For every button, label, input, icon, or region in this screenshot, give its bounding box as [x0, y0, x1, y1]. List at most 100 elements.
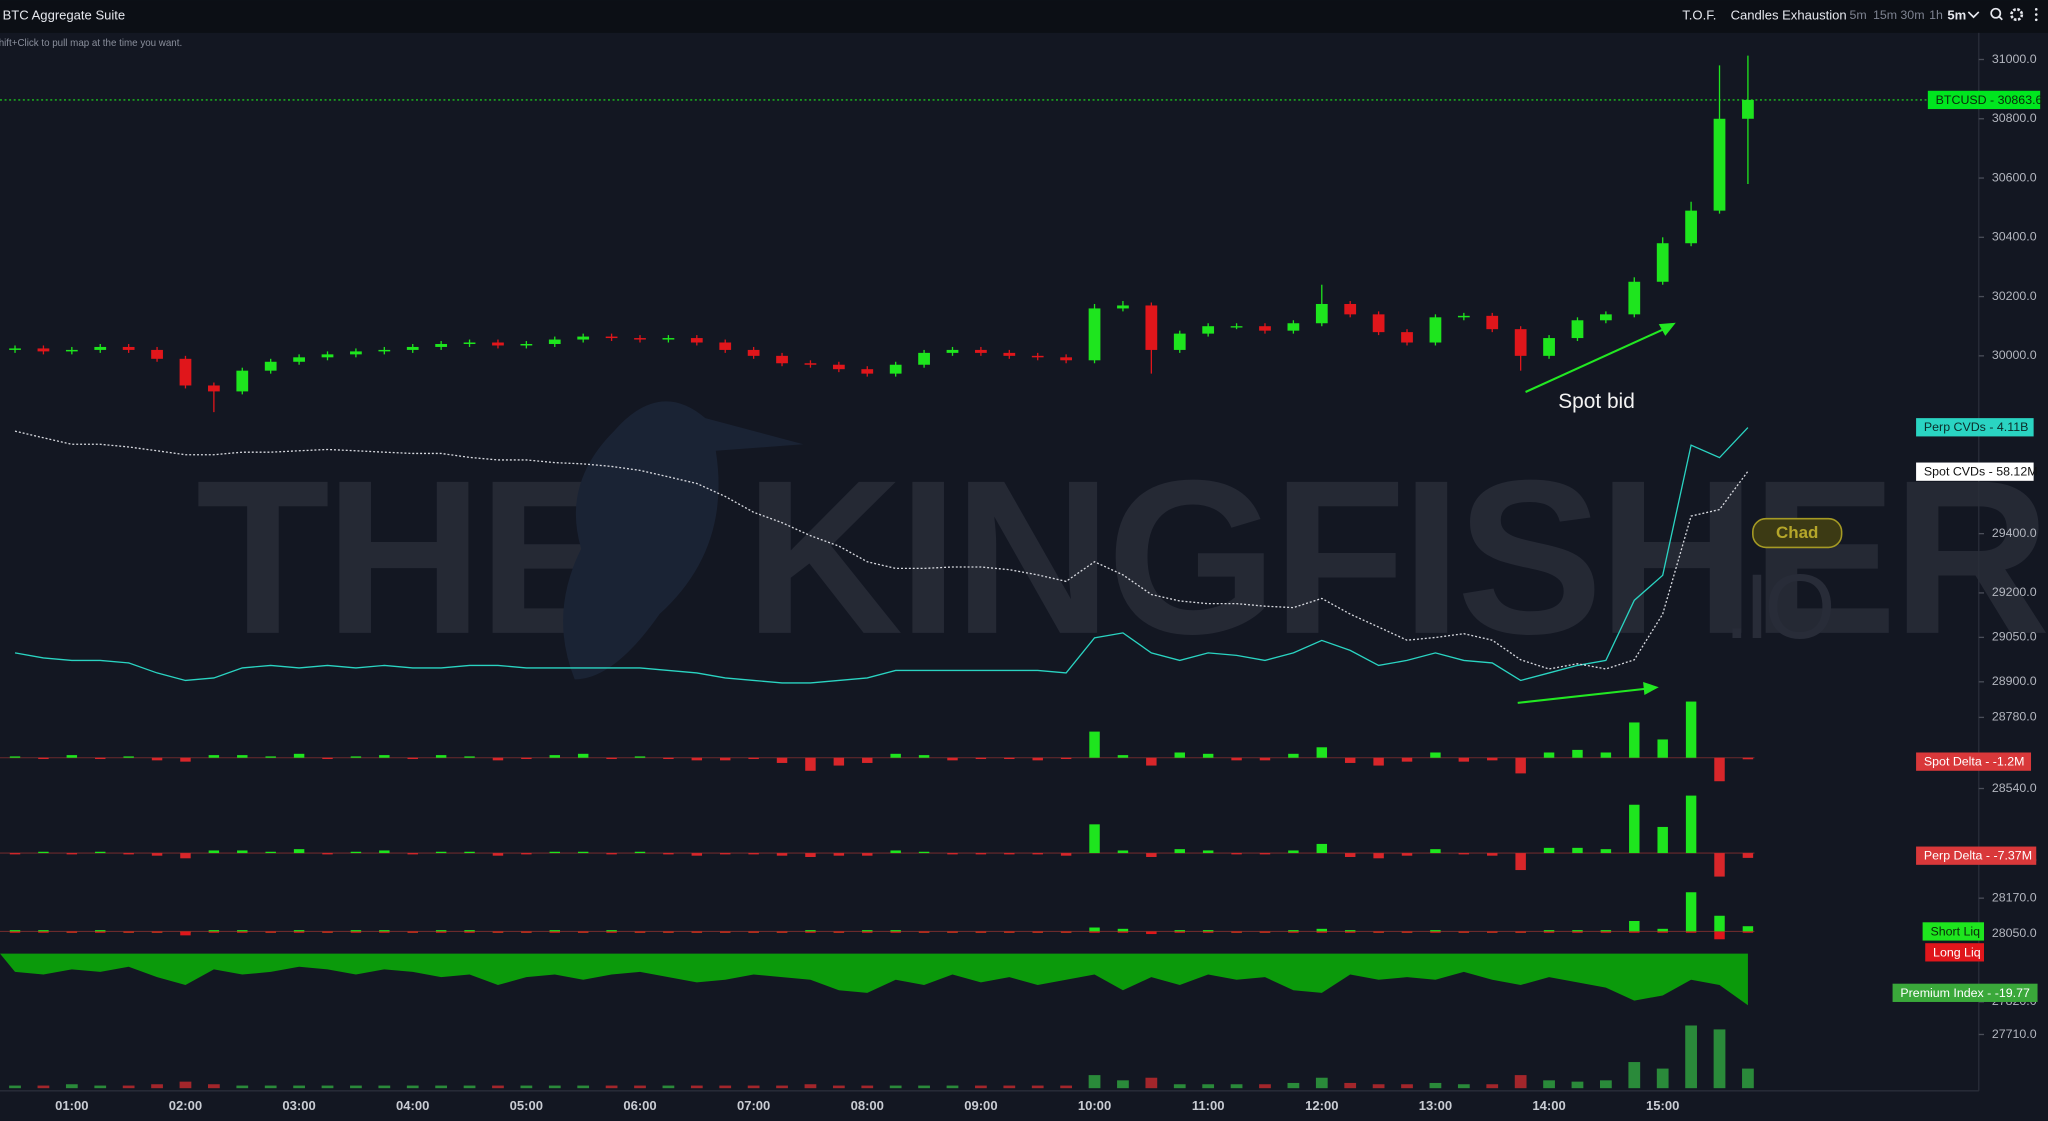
- bar: [805, 853, 816, 857]
- chad-button[interactable]: [1752, 517, 1843, 549]
- bar: [1600, 930, 1612, 932]
- volume-bar: [65, 1084, 78, 1089]
- candle-body: [435, 343, 448, 347]
- candle-body: [1656, 243, 1669, 282]
- candle-body: [94, 346, 107, 350]
- y-tick-label: 27710.0: [1992, 1027, 2037, 1041]
- interval[interactable]: 5m: [1849, 8, 1866, 22]
- menu-icon[interactable]: [2034, 8, 2038, 22]
- bar: [521, 931, 532, 933]
- bar: [38, 757, 49, 760]
- candle-body: [122, 346, 135, 350]
- bar: [1174, 930, 1185, 932]
- bar: [1487, 853, 1498, 856]
- annotation-arrow-head: [1643, 681, 1659, 696]
- bar: [1629, 804, 1640, 854]
- watermark-text: KINGFISHER: [744, 435, 2046, 680]
- bar: [407, 757, 418, 760]
- volume-bar: [946, 1085, 959, 1089]
- bar: [9, 930, 21, 932]
- bar: [492, 757, 504, 761]
- bar: [1259, 757, 1271, 761]
- bar: [435, 930, 447, 932]
- bar: [975, 853, 987, 855]
- interval[interactable]: 1h: [1929, 8, 1943, 22]
- candle-body: [1457, 315, 1470, 318]
- settings-icon[interactable]: [2010, 8, 2024, 22]
- bar: [38, 930, 49, 932]
- value-tag: [1927, 90, 2041, 110]
- bar: [1685, 931, 1697, 933]
- bar: [407, 853, 418, 855]
- candle-body: [1259, 326, 1271, 331]
- volume-bar: [293, 1085, 305, 1089]
- value-tag: [1925, 943, 1984, 962]
- bar: [1316, 747, 1328, 758]
- bar: [805, 757, 816, 771]
- volume-bar: [1117, 1080, 1129, 1089]
- bar: [123, 756, 134, 758]
- watermark-text: THE: [196, 435, 619, 680]
- bar: [1146, 853, 1157, 857]
- candle-body: [463, 342, 476, 344]
- candle-body: [1088, 308, 1101, 361]
- x-tick-label: 06:00: [623, 1098, 656, 1113]
- bar: [379, 755, 390, 758]
- y-tick-label: 31000.0: [1992, 52, 2037, 66]
- bar: [322, 853, 333, 855]
- volume-bar: [662, 1085, 675, 1089]
- search-icon[interactable]: [1990, 7, 2002, 19]
- y-tick-label: 30800.0: [1992, 111, 2037, 125]
- bar: [521, 757, 532, 760]
- bar: [1515, 931, 1526, 933]
- value-tag: [1916, 752, 2032, 771]
- x-tick-label: 03:00: [282, 1098, 315, 1113]
- x-tick-label: 12:00: [1305, 1098, 1338, 1113]
- volume-bar: [435, 1085, 448, 1089]
- bar: [606, 931, 617, 933]
- volume-bar: [208, 1084, 220, 1089]
- y-tick-label: 30400.0: [1992, 230, 2037, 244]
- value-tag-label: Long Liq: [1933, 945, 1981, 959]
- bar: [492, 853, 504, 856]
- bar: [1146, 931, 1157, 935]
- bar: [1742, 926, 1754, 932]
- bar: [1401, 931, 1413, 933]
- toolbar-item[interactable]: Candles Exhaustion: [1731, 7, 1847, 22]
- interval-select[interactable]: 5m: [1947, 7, 1966, 22]
- volume-bar: [690, 1085, 703, 1089]
- toolbar: [0, 0, 2048, 33]
- volume-bar: [1543, 1080, 1555, 1089]
- bar: [663, 931, 674, 933]
- interval[interactable]: 30m: [1900, 8, 1924, 22]
- candle-body: [918, 352, 930, 365]
- y-tick-label: 30200.0: [1992, 289, 2037, 303]
- toolbar-item[interactable]: T.O.F.: [1682, 7, 1716, 22]
- bar: [634, 931, 646, 933]
- value-tag: [1916, 846, 2037, 865]
- bar: [1487, 931, 1498, 933]
- bar: [435, 755, 447, 758]
- x-tick-label: 07:00: [737, 1098, 770, 1113]
- bar: [1657, 931, 1668, 933]
- volume-bar: [832, 1085, 845, 1089]
- candle-body: [1145, 305, 1158, 350]
- value-tag-label: Short Liq: [1930, 924, 1980, 938]
- bar: [180, 931, 191, 936]
- bar: [1032, 931, 1043, 933]
- bar: [1458, 853, 1470, 855]
- candle-body: [1713, 118, 1726, 211]
- bar: [890, 930, 901, 932]
- x-tick-label: 15:00: [1646, 1098, 1679, 1113]
- bar: [1004, 931, 1015, 933]
- interval[interactable]: 15m: [1873, 8, 1897, 22]
- bar: [1600, 752, 1612, 758]
- bar: [180, 853, 191, 859]
- candle-body: [293, 357, 305, 362]
- dropdown-icon[interactable]: [1967, 11, 1980, 19]
- chad-button-label[interactable]: Chad: [1776, 523, 1818, 542]
- bar: [720, 853, 731, 855]
- bar: [1060, 931, 1072, 933]
- bar: [1231, 757, 1242, 761]
- candle-body: [1600, 314, 1612, 321]
